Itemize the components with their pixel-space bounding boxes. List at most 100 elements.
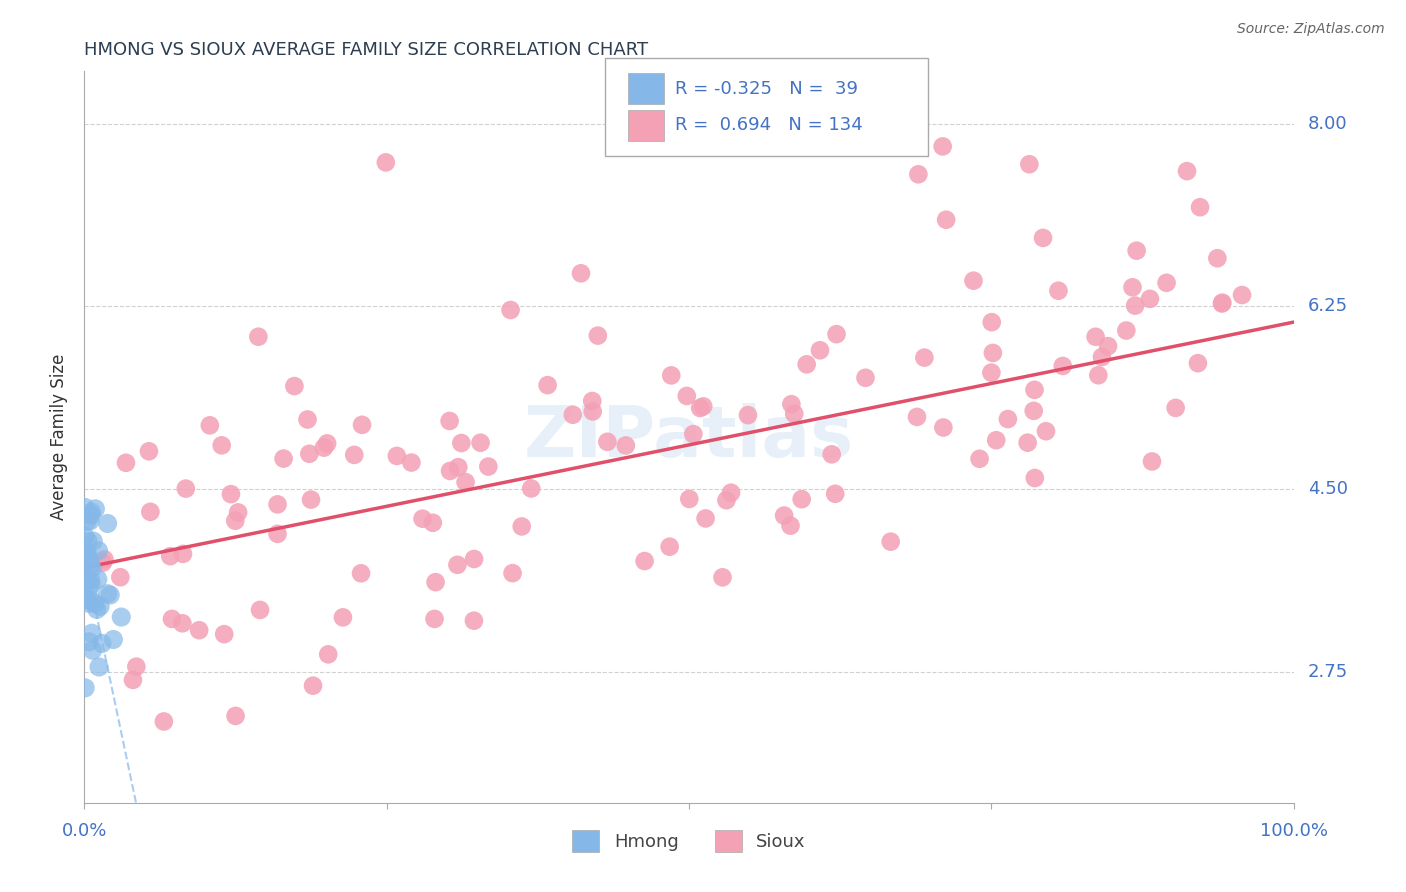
Text: ZIPatlas: ZIPatlas [524,402,853,472]
Point [73,546,96,560]
Point [80,626,103,640]
Point [658,540,681,554]
Point [160,612,183,626]
Point [614,438,637,452]
Point [385,449,408,463]
Point [84,597,107,611]
Point [226,505,249,519]
Point [1189,200,1212,214]
Point [510,519,533,533]
Point [1123,299,1146,313]
Point [1125,244,1147,258]
Point [87,543,110,558]
Point [82,534,104,549]
Point [447,460,470,475]
Point [172,616,194,631]
Point [198,418,221,433]
Text: HMONG VS SIOUX AVERAGE FAMILY SIZE CORRELATION CHART: HMONG VS SIOUX AVERAGE FAMILY SIZE CORRE… [84,41,648,59]
Point [283,379,305,393]
Point [425,575,447,590]
Point [76,548,98,562]
Text: 2.75: 2.75 [1308,663,1348,681]
Point [997,412,1019,426]
Point [824,487,846,501]
Point [499,303,522,318]
Point [633,554,655,568]
Point [855,371,877,385]
Point [675,389,697,403]
Point [75,575,97,590]
Text: 4.50: 4.50 [1308,480,1348,499]
Point [1211,296,1233,310]
Point [350,417,373,432]
Point [299,492,322,507]
Point [1052,359,1074,373]
Point [211,438,233,452]
Point [139,505,162,519]
Point [1047,284,1070,298]
Point [1024,471,1046,485]
Text: R =  0.694   N = 134: R = 0.694 N = 134 [675,116,863,135]
Point [1211,295,1233,310]
Point [332,610,354,624]
Point [82,643,104,657]
Point [477,459,499,474]
Point [86,602,108,616]
Point [981,346,1004,360]
Point [298,447,321,461]
Point [312,441,335,455]
Point [110,610,132,624]
Point [783,407,806,421]
Point [502,566,524,581]
Point [76,547,98,561]
Point [79,573,101,587]
Point [808,343,831,358]
Point [1097,339,1119,353]
Point [76,593,98,607]
Point [582,404,605,418]
Point [935,212,957,227]
Point [446,558,468,572]
Point [1017,435,1039,450]
Point [212,627,235,641]
Point [1121,280,1143,294]
Point [98,588,121,602]
Point [905,409,928,424]
Point [1164,401,1187,415]
Point [689,401,711,415]
Point [91,556,114,570]
Point [79,514,101,528]
Point [75,500,97,515]
Point [825,327,848,342]
Point [80,577,103,591]
Text: Source: ZipAtlas.com: Source: ZipAtlas.com [1237,22,1385,37]
Text: 0.0%: 0.0% [62,822,107,839]
Point [84,501,107,516]
Point [1035,424,1057,438]
Point [316,648,339,662]
Point [87,572,110,586]
Point [907,167,929,181]
Point [80,561,103,575]
Point [1156,276,1178,290]
Point [110,570,132,584]
Point [880,534,903,549]
Point [97,516,120,531]
Point [79,558,101,572]
Point [779,518,801,533]
Point [91,636,114,650]
Point [569,266,592,280]
Point [659,368,682,383]
Point [720,485,742,500]
Point [75,681,97,695]
Point [97,587,120,601]
Point [931,139,953,153]
Point [450,436,472,450]
Point [374,155,396,169]
Point [297,412,319,426]
Point [454,475,477,490]
Point [225,709,247,723]
Point [350,566,373,581]
Point [343,448,366,462]
Point [780,397,803,411]
